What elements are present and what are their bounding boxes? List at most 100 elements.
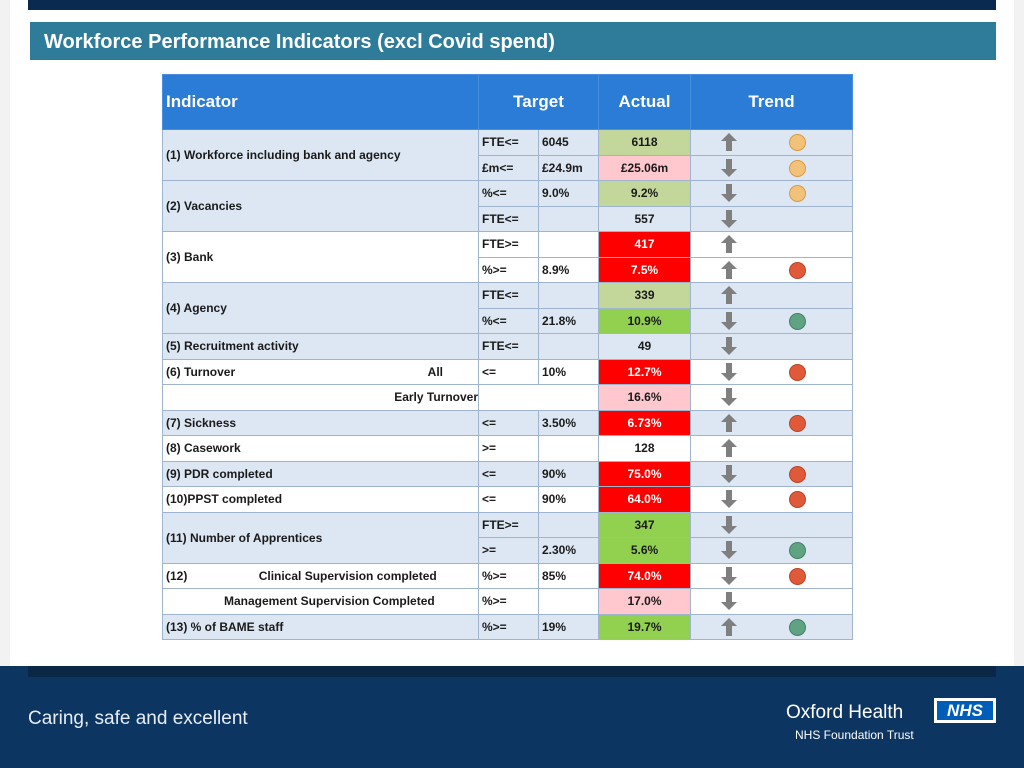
actual-value: 417 — [598, 231, 692, 258]
table-row: (5) Recruitment activity FTE<= 49 — [162, 333, 854, 360]
target-value — [537, 231, 600, 258]
actual-value: 9.2% — [598, 180, 692, 207]
actual-value: 12.7% — [598, 358, 692, 385]
trend-cell — [690, 333, 854, 360]
trend-cell — [690, 307, 854, 334]
target-operator: %>= — [478, 613, 539, 640]
arrow-up-icon — [721, 286, 738, 304]
table-row: £m<= £24.9m £25.06m — [162, 154, 854, 181]
target-operator: FTE<= — [478, 205, 539, 232]
status-dot-amber — [789, 185, 807, 202]
target-value — [537, 282, 600, 309]
top-bar — [28, 0, 996, 10]
indicator-cell: (1) Workforce including bank and agency — [162, 129, 479, 181]
target-operator: FTE>= — [478, 231, 539, 258]
target-value: 8.9% — [537, 256, 600, 283]
table-row: (9) PDR completed <= 90% 75.0% — [162, 460, 854, 487]
target-operator: <= — [478, 409, 539, 436]
table-row: Early Turnover 16.6% — [162, 384, 854, 411]
target-operator: %<= — [478, 180, 539, 207]
arrow-up-icon — [721, 133, 738, 151]
status-dot-red — [789, 261, 807, 279]
actual-value: 339 — [598, 282, 692, 309]
table-row: (3) Bank FTE>= 417 — [162, 231, 854, 283]
status-dot-amber — [789, 159, 807, 177]
target-operator: FTE<= — [478, 333, 539, 360]
actual-value: 49 — [598, 333, 692, 360]
target-operator: %>= — [478, 562, 539, 589]
header-indicator: Indicator — [162, 74, 479, 130]
indicator-cell: (2) Vacancies — [162, 180, 479, 232]
target-value: 10% — [537, 358, 600, 385]
arrow-up-icon — [721, 413, 738, 432]
table-row: (6) Turnover All <= 10% 12.7% — [162, 358, 854, 385]
target-value: 6045 — [537, 129, 600, 156]
arrow-down-icon — [721, 592, 738, 610]
target-operator: <= — [478, 358, 539, 385]
target-value: 9.0% — [537, 180, 600, 207]
trend-cell — [690, 231, 854, 258]
actual-value: 74.0% — [598, 562, 692, 589]
arrow-down-icon — [721, 337, 738, 355]
target-value: 21.8% — [537, 307, 600, 334]
right-margin — [1014, 0, 1024, 666]
indicator-cell: (4) Agency — [162, 282, 479, 334]
target-value: 90% — [537, 486, 600, 513]
trend-cell — [690, 180, 854, 207]
indicator-cell: (11) Number of Apprentices — [162, 511, 479, 564]
page-title: Workforce Performance Indicators (excl C… — [44, 31, 555, 53]
actual-value: 19.7% — [598, 613, 692, 640]
trend-cell — [690, 511, 854, 538]
status-dot-red — [789, 465, 807, 483]
arrow-down-icon — [721, 388, 738, 406]
trend-cell — [690, 154, 854, 181]
status-dot-red — [789, 491, 807, 508]
indicator-cell: (5) Recruitment activity — [162, 333, 479, 360]
status-dot-green — [789, 618, 807, 636]
left-margin — [0, 0, 10, 666]
indicator-cell: (13) % of BAME staff — [162, 613, 479, 640]
indicator-sublabel: Early Turnover — [162, 384, 479, 411]
status-dot-green — [789, 312, 807, 330]
arrow-down-icon — [721, 464, 738, 483]
actual-value: 6.73% — [598, 409, 692, 436]
indicator-cell: (7) Sickness — [162, 409, 479, 436]
status-dot-red — [789, 414, 807, 432]
trend-cell — [690, 409, 854, 436]
target-operator: FTE>= — [478, 511, 539, 538]
arrow-down-icon — [721, 515, 738, 534]
actual-value: 16.6% — [598, 384, 692, 411]
arrow-up-icon — [721, 617, 738, 636]
indicator-cell: (9) PDR completed — [162, 460, 479, 487]
target-value — [537, 511, 600, 538]
table-row: (13) % of BAME staff %>= 19% 19.7% — [162, 613, 854, 640]
target-operator — [477, 384, 600, 411]
indicator-label: (12) — [166, 568, 188, 583]
status-dot-green — [789, 542, 807, 559]
actual-value: 128 — [598, 435, 692, 462]
actual-value: 6118 — [598, 129, 692, 156]
target-value: 2.30% — [537, 537, 600, 564]
table-header-row: Indicator Target Actual Trend — [162, 74, 854, 130]
target-operator: >= — [478, 537, 539, 564]
target-value: 3.50% — [537, 409, 600, 436]
status-dot-red — [789, 567, 807, 585]
kpi-table: Indicator Target Actual Trend (1) Workfo… — [162, 74, 854, 640]
arrow-down-icon — [721, 311, 738, 330]
arrow-down-icon — [721, 158, 738, 177]
actual-value: 64.0% — [598, 486, 692, 513]
trend-cell — [690, 486, 854, 513]
trend-cell — [690, 282, 854, 309]
indicator-cell: (10)PPST completed — [162, 486, 479, 513]
table-row: (10)PPST completed <= 90% 64.0% — [162, 486, 854, 513]
arrow-up-icon — [721, 235, 738, 253]
trend-cell — [690, 588, 854, 615]
target-operator: FTE<= — [478, 129, 539, 156]
arrow-down-icon — [721, 209, 738, 228]
actual-value: 557 — [598, 205, 692, 232]
target-value: 19% — [537, 613, 600, 640]
org-subtitle: NHS Foundation Trust — [795, 728, 914, 742]
table-row: (4) Agency FTE<= 339 — [162, 282, 854, 334]
actual-value: 17.0% — [598, 588, 692, 615]
table-row: (8) Casework >= 128 — [162, 435, 854, 462]
